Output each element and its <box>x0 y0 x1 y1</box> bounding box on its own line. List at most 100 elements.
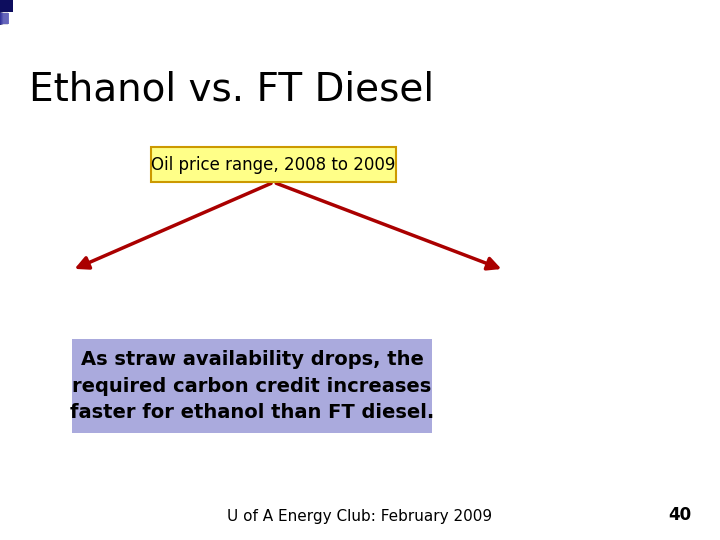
Bar <box>1 0 6 25</box>
Bar <box>1 0 6 25</box>
Bar <box>3 0 7 25</box>
Bar <box>1 0 5 25</box>
Bar <box>4 0 8 25</box>
Bar <box>3 0 7 25</box>
Bar <box>1 0 5 25</box>
Bar <box>3 0 7 25</box>
Bar <box>2 0 6 25</box>
Bar <box>3 0 7 25</box>
Bar <box>1 0 6 25</box>
Bar <box>1 0 5 25</box>
Bar <box>1 0 6 25</box>
Bar <box>3 0 7 25</box>
Bar <box>0 13 9 24</box>
Bar <box>1 0 5 25</box>
Bar <box>2 0 6 25</box>
Bar <box>1 0 5 25</box>
Bar <box>1 0 6 25</box>
Bar <box>3 0 7 25</box>
Bar <box>3 0 7 25</box>
Bar <box>2 0 6 25</box>
Bar <box>1 0 5 25</box>
Bar <box>0 0 4 25</box>
Bar <box>4 0 8 25</box>
Bar <box>1 0 6 25</box>
Bar <box>0 0 4 25</box>
Bar <box>3 0 7 25</box>
Bar <box>1 0 6 25</box>
Bar <box>3 0 7 25</box>
Bar <box>3 0 7 25</box>
Bar <box>0 0 4 25</box>
Bar <box>1 0 6 25</box>
Bar <box>1 0 6 25</box>
Bar <box>2 0 6 25</box>
Bar <box>2 0 6 25</box>
Bar <box>1 0 5 25</box>
Bar <box>0 0 4 25</box>
Bar <box>2 0 6 25</box>
Bar <box>2 0 6 25</box>
Bar <box>1 0 6 25</box>
Bar <box>2 0 6 25</box>
Bar <box>1 0 5 25</box>
Bar <box>3 0 7 25</box>
Bar <box>3 0 7 25</box>
Bar <box>1 0 5 25</box>
Bar <box>0 0 4 25</box>
Bar <box>0 0 13 12</box>
Bar <box>4 0 8 25</box>
Bar <box>1 0 5 25</box>
Bar <box>2 0 6 25</box>
Bar <box>1 0 6 25</box>
Bar <box>1 0 6 25</box>
Bar <box>2 0 6 25</box>
Bar <box>1 0 6 25</box>
Bar <box>2 0 6 25</box>
Bar <box>4 0 8 25</box>
Bar <box>2 0 6 25</box>
Bar <box>4 0 8 25</box>
Bar <box>2 0 6 25</box>
Bar <box>1 0 6 25</box>
Bar <box>1 0 5 25</box>
Bar <box>4 0 8 25</box>
Bar <box>3 0 7 25</box>
Bar <box>1 0 5 25</box>
Bar <box>1 0 5 25</box>
Text: As straw availability drops, the
required carbon credit increases
faster for eth: As straw availability drops, the require… <box>70 350 434 422</box>
Bar <box>3 0 7 25</box>
Bar <box>3 0 7 25</box>
Bar <box>0 0 4 25</box>
Bar <box>4 0 8 25</box>
Bar <box>0 0 4 25</box>
Bar <box>2 0 6 25</box>
Bar <box>4 0 8 25</box>
Bar <box>1 0 6 25</box>
Bar <box>2 0 6 25</box>
FancyBboxPatch shape <box>151 147 396 183</box>
Bar <box>2 0 6 25</box>
Bar <box>3 0 7 25</box>
Bar <box>2 0 6 25</box>
Bar <box>2 0 6 25</box>
Bar <box>2 0 6 25</box>
Bar <box>1 0 6 25</box>
Bar <box>1 0 5 25</box>
Bar <box>1 0 5 25</box>
Bar <box>1 0 6 25</box>
Bar <box>2 0 6 25</box>
Bar <box>1 0 6 25</box>
Bar <box>3 0 7 25</box>
Bar <box>0 0 4 25</box>
Bar <box>1 0 5 25</box>
Bar <box>1 0 6 25</box>
Bar <box>2 0 6 25</box>
Bar <box>0 0 4 25</box>
Bar <box>1 0 5 25</box>
Bar <box>2 0 6 25</box>
Bar <box>2 0 7 25</box>
Bar <box>2 0 6 25</box>
Bar <box>2 0 6 25</box>
Bar <box>0 0 4 25</box>
